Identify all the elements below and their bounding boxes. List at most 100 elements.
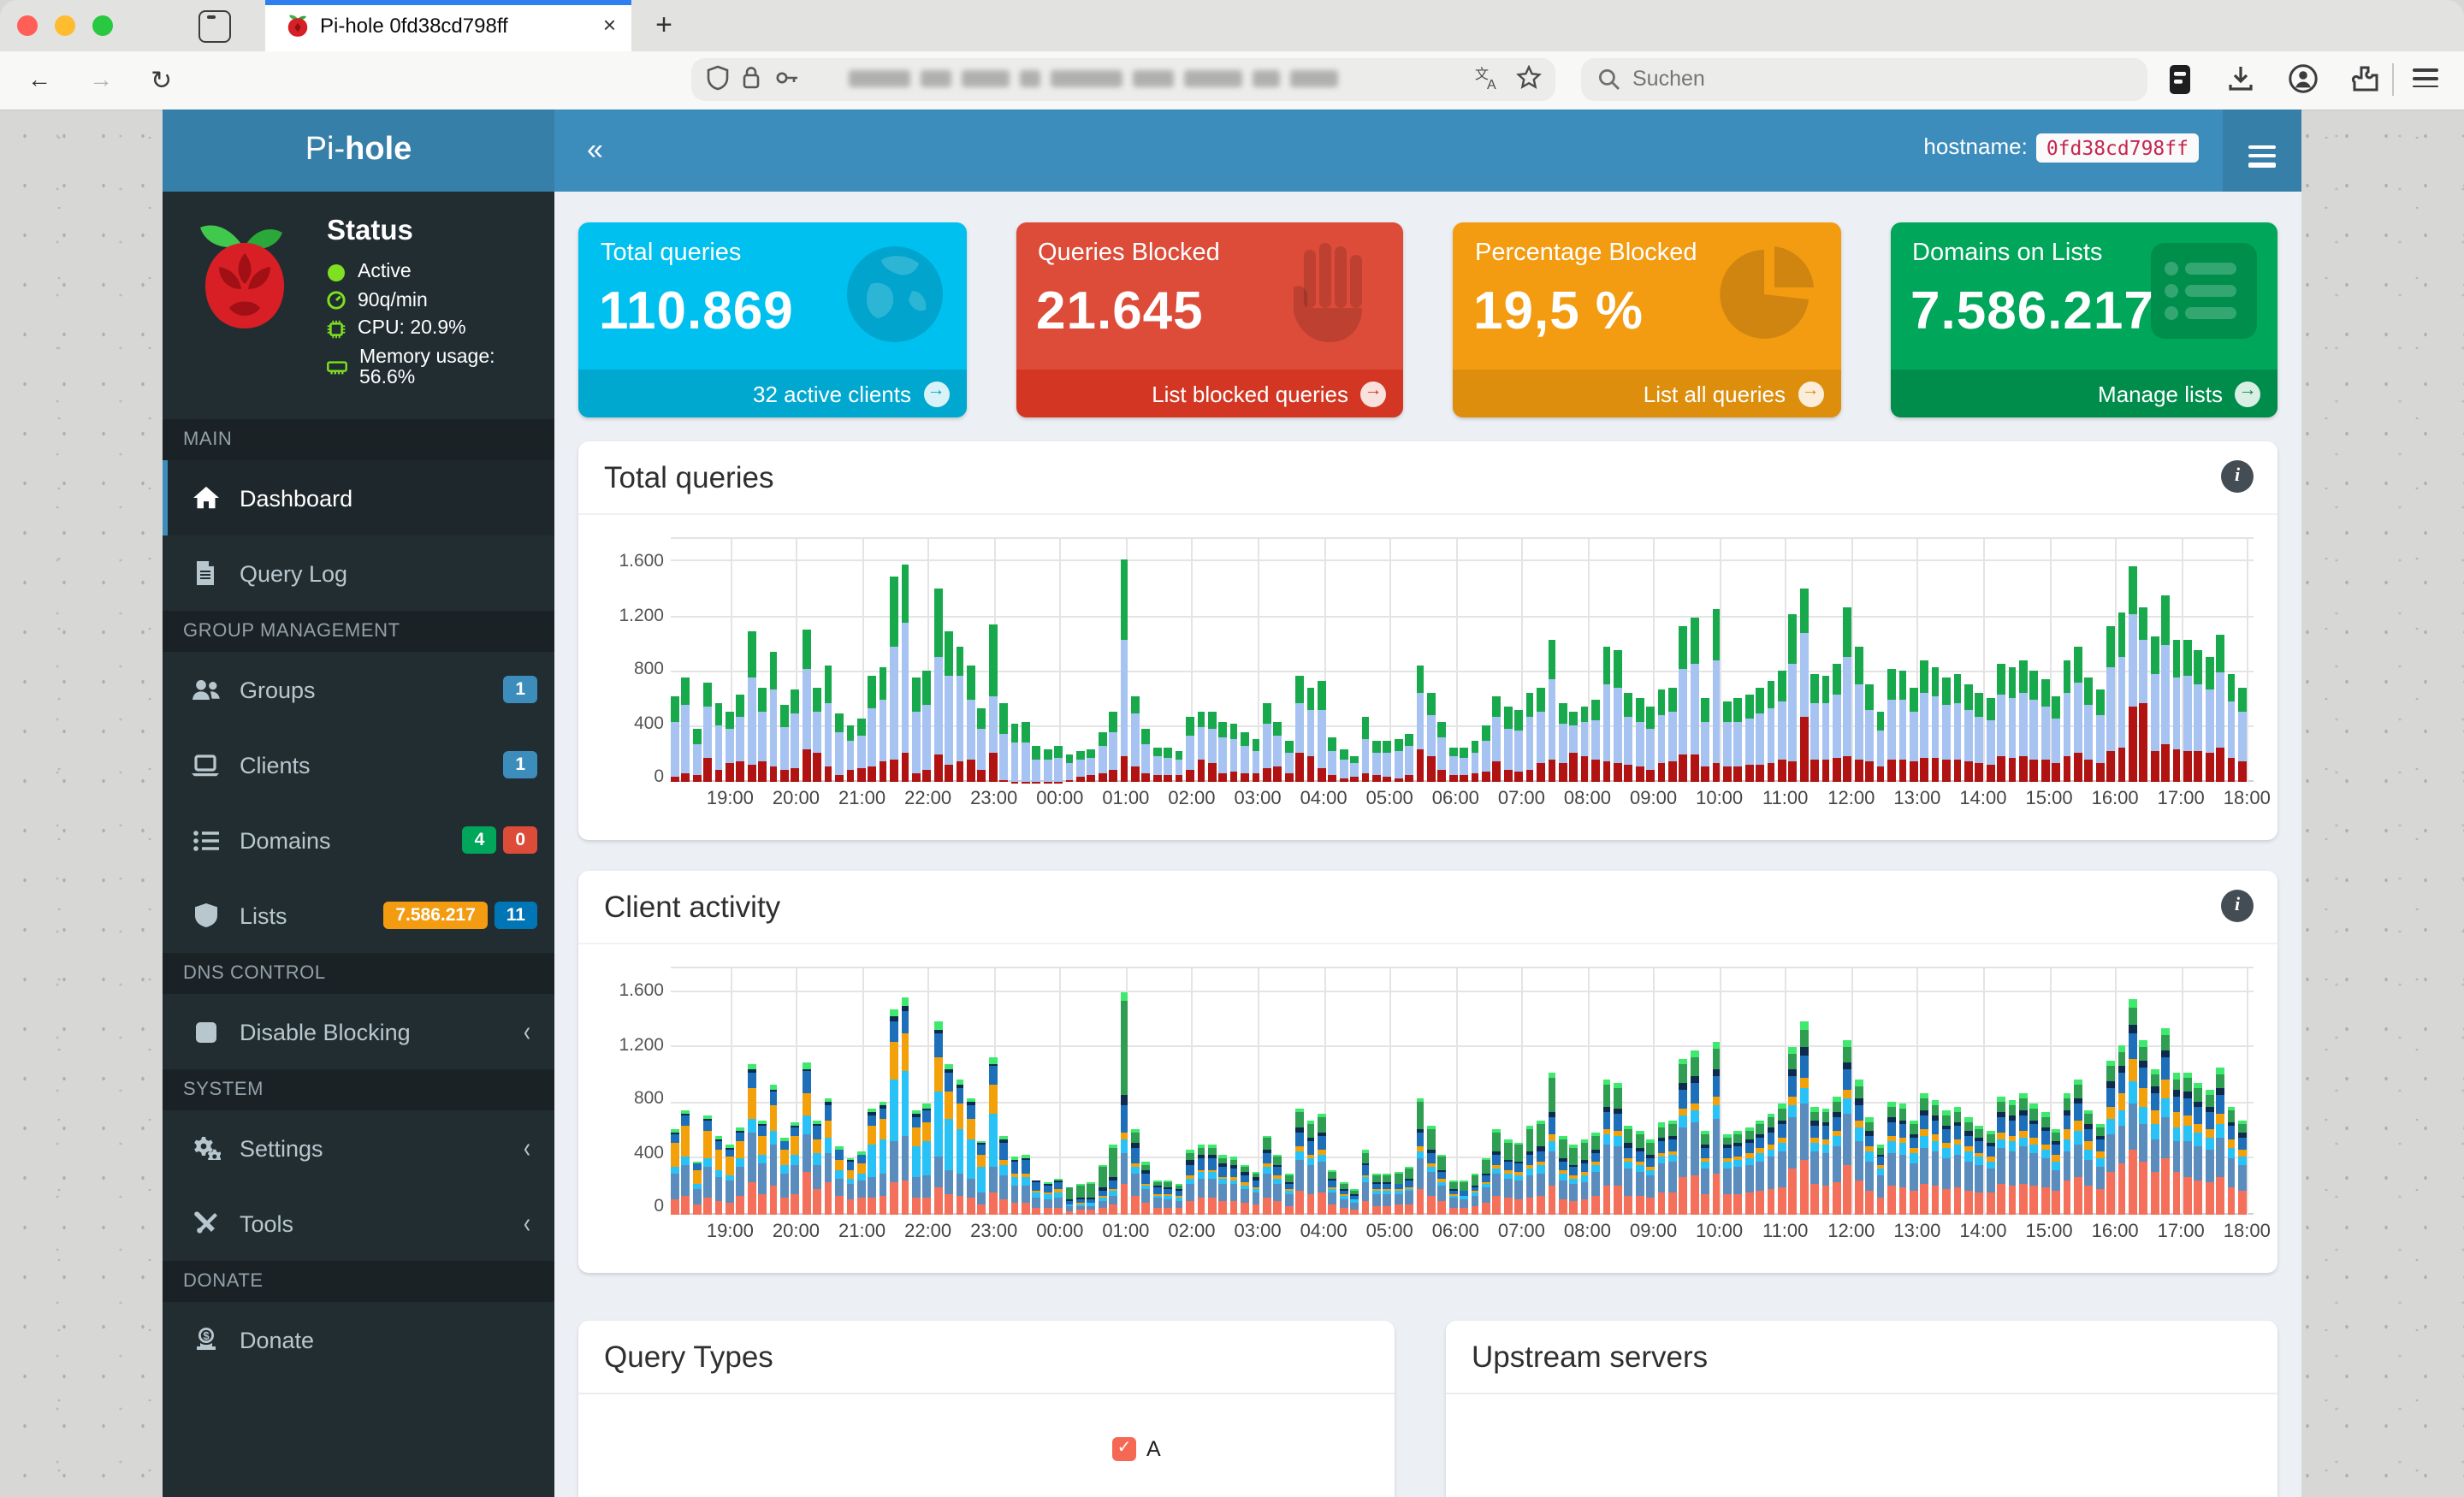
sidebar-collapse-icon[interactable]: « xyxy=(587,133,603,166)
new-tab-button[interactable]: + xyxy=(655,9,672,41)
stacked-bar xyxy=(1306,687,1315,782)
x-axis-tick-label: 04:00 xyxy=(1300,1222,1348,1242)
stacked-bar xyxy=(956,1080,964,1215)
stacked-bar xyxy=(1252,1171,1260,1215)
stacked-bar xyxy=(1942,1110,1951,1215)
reload-button[interactable]: ↻ xyxy=(151,67,173,96)
stacked-bar xyxy=(1788,1047,1798,1215)
extension-vault-icon[interactable] xyxy=(2166,63,2194,96)
legend-label: A xyxy=(1146,1437,1161,1461)
stacked-bar xyxy=(1109,712,1117,782)
stacked-bar xyxy=(1218,722,1228,782)
stacked-bar xyxy=(1514,1142,1524,1215)
sidebar-item-domains[interactable]: Domains 4 0 xyxy=(163,802,554,878)
stacked-bar xyxy=(1120,559,1128,782)
stacked-bar xyxy=(1186,717,1194,782)
stacked-bar xyxy=(1207,1145,1217,1215)
stacked-bar xyxy=(901,997,909,1215)
stacked-bar xyxy=(769,1084,778,1215)
count-badge: 0 xyxy=(503,826,537,854)
stacked-bar xyxy=(1909,1120,1918,1215)
search-bar[interactable]: Suchen xyxy=(1581,58,2147,101)
total-queries-chart[interactable]: 0 400 800 1.200 1.600 19:00 20:00 21:00 22:00 23:… xyxy=(592,520,2271,833)
stacked-bar xyxy=(1767,1114,1775,1215)
sidebar-item-groups[interactable]: Groups 1 xyxy=(163,652,554,727)
stacked-bar xyxy=(769,651,778,782)
stacked-bar xyxy=(726,1145,734,1215)
card-footer-link[interactable]: Manage lists xyxy=(1890,370,2277,417)
stat-card-domains-on-lists: Domains on Lists 7.586.217 Manage lists xyxy=(1890,222,2277,417)
window-close-button[interactable] xyxy=(17,15,38,36)
window-minimize-button[interactable] xyxy=(55,15,75,36)
pihole-logo[interactable]: Pi-hole xyxy=(163,109,554,192)
x-axis-tick-label: 21:00 xyxy=(838,789,886,809)
sidebar-item-clients[interactable]: Clients 1 xyxy=(163,727,554,802)
stacked-bar xyxy=(1076,1183,1085,1215)
client-activity-chart[interactable]: 0 400 800 1.200 1.600 19:00 20:00 21:00 22:00 23:… xyxy=(592,950,2271,1266)
sidebar-item-tools[interactable]: Tools ‹ xyxy=(163,1186,554,1261)
x-axis-tick-label: 00:00 xyxy=(1036,789,1084,809)
count-badge: 1 xyxy=(503,751,537,778)
tab-overview-icon[interactable] xyxy=(198,10,231,43)
y-axis-tick-label: 800 xyxy=(633,659,664,679)
stacked-bar xyxy=(747,630,756,782)
browser-menu-icon[interactable] xyxy=(2413,68,2438,89)
stacked-bar xyxy=(714,1136,723,1215)
stacked-bar xyxy=(1229,724,1238,782)
stacked-bar xyxy=(1427,693,1436,782)
forward-button[interactable]: → xyxy=(89,65,113,92)
stacked-bar xyxy=(1350,756,1359,782)
stacked-bar xyxy=(1591,1133,1600,1215)
stacked-bar xyxy=(2150,636,2159,782)
x-axis-tick-label: 11:00 xyxy=(1762,1222,1809,1242)
browser-tab[interactable]: Pi-hole 0fd38cd798ff × xyxy=(265,0,631,51)
query-types-legend-item[interactable]: A xyxy=(1112,1437,1161,1461)
sidebar-item-settings[interactable]: Settings ‹ xyxy=(163,1110,554,1186)
extensions-puzzle-icon[interactable] xyxy=(2349,63,2380,94)
stacked-bar xyxy=(1657,1122,1666,1215)
chevron-left-icon: ‹ xyxy=(524,1015,530,1049)
tab-title: Pi-hole 0fd38cd798ff xyxy=(320,14,508,38)
stacked-bar xyxy=(1098,731,1107,782)
info-icon[interactable]: i xyxy=(2221,460,2254,493)
card-footer-link[interactable]: List blocked queries xyxy=(1016,370,1403,417)
x-axis-tick-label: 22:00 xyxy=(904,1222,952,1242)
stacked-bar xyxy=(2018,660,2028,782)
sidebar-item-query-log[interactable]: Query Log xyxy=(163,535,554,611)
sidebar-item-lists[interactable]: Lists 7.586.217 11 xyxy=(163,878,554,953)
x-axis-tick-label: 11:00 xyxy=(1762,789,1809,809)
stacked-bar xyxy=(1558,1136,1567,1215)
window-zoom-button[interactable] xyxy=(92,15,113,36)
sidebar-item-disable-blocking[interactable]: Disable Blocking ‹ xyxy=(163,994,554,1069)
stacked-bar xyxy=(671,696,679,782)
back-button[interactable]: ← xyxy=(27,65,51,92)
card-footer-link[interactable]: List all queries xyxy=(1453,370,1840,417)
stat-card-queries-blocked: Queries Blocked 21.645 List blocked querie… xyxy=(1016,222,1403,417)
stacked-bar xyxy=(1427,1126,1436,1215)
sidebar-item-dashboard[interactable]: Dashboard xyxy=(163,460,554,535)
stacked-bar xyxy=(1657,689,1666,782)
memory-icon xyxy=(327,358,347,376)
sidebar-item-label: Tools xyxy=(240,1210,294,1236)
stacked-bar xyxy=(2238,687,2247,782)
downloads-icon[interactable] xyxy=(2226,63,2255,94)
stacked-bar xyxy=(1383,740,1392,782)
stacked-bar xyxy=(1537,1120,1545,1215)
legend-checkbox-icon[interactable] xyxy=(1112,1437,1136,1461)
stacked-bar xyxy=(1262,702,1271,782)
stacked-bar xyxy=(1471,741,1479,782)
stacked-bar xyxy=(1887,668,1896,782)
sidebar-item-donate[interactable]: $ Donate xyxy=(163,1302,554,1377)
sidebar-item-label: Clients xyxy=(240,752,311,778)
info-icon[interactable]: i xyxy=(2221,890,2254,922)
stacked-bar xyxy=(2118,612,2126,782)
tab-close-icon[interactable]: × xyxy=(602,12,616,38)
card-footer-link[interactable]: 32 active clients xyxy=(578,370,966,417)
stacked-bar xyxy=(1207,712,1217,782)
header-menu-button[interactable] xyxy=(2223,109,2301,192)
count-badge: 11 xyxy=(494,902,537,929)
account-icon[interactable] xyxy=(2288,63,2319,94)
stacked-bar xyxy=(1273,1154,1282,1215)
stacked-bar xyxy=(1701,1131,1709,1215)
